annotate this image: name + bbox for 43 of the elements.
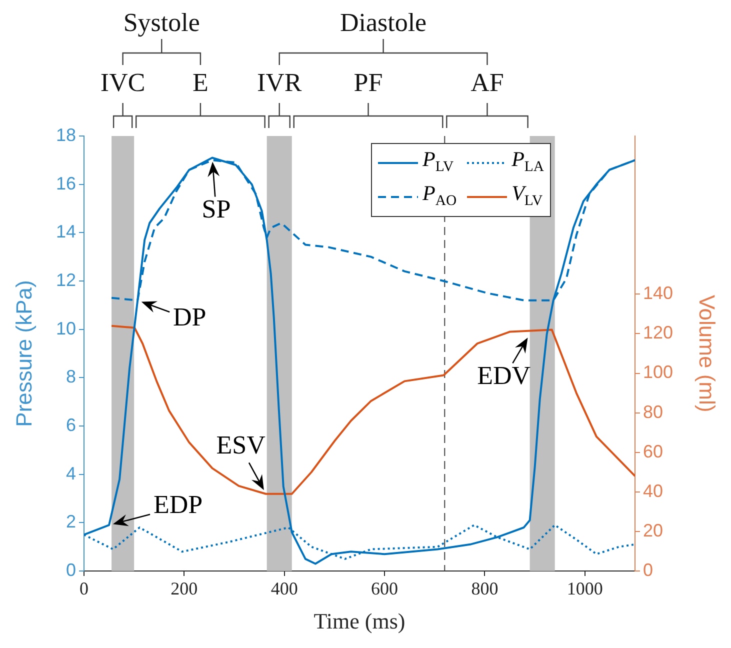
legend-label: P$_{LV}$ [422, 146, 454, 178]
text: Diastole [340, 8, 427, 37]
y2-tick-label: 80 [643, 402, 664, 422]
y-tick-label: 8 [66, 366, 76, 387]
y-tick-label: 10 [56, 318, 76, 338]
x-tick-label: 800 [471, 578, 498, 599]
text: AF [470, 68, 504, 97]
y2-tick-label: 20 [643, 520, 664, 540]
y2-tick-label: 60 [643, 441, 664, 462]
band-label: IVR [256, 68, 302, 97]
text: PF [354, 68, 383, 97]
text: E [192, 68, 208, 97]
text: Systole [123, 8, 200, 37]
annotation: DP [172, 302, 206, 332]
y-axis-title: Pressure (kPa) [11, 280, 36, 427]
annotation: EDV [477, 361, 531, 390]
x-tick-label: 400 [270, 578, 298, 599]
x-tick-label: 0 [80, 578, 88, 599]
legend-label: P$_{LA}$ [512, 146, 544, 178]
y2-tick-label: 100 [643, 362, 674, 382]
x-axis-title: Time (ms) [314, 608, 406, 634]
legend-label: V$_{LV}$ [512, 180, 543, 212]
y2-axis-title: Volume (ml) [694, 294, 720, 412]
x-tick-label: 1000 [566, 578, 603, 599]
y2-tick-label: 40 [643, 480, 664, 501]
y2-tick-label: 0 [643, 560, 654, 580]
annotation: SP [202, 194, 231, 224]
y-tick-label: 6 [66, 414, 76, 435]
legend-label: P$_{AO}$ [422, 180, 457, 212]
annotation: ESV [216, 430, 266, 460]
x-tick-label: 200 [170, 578, 198, 599]
y-tick-label: 2 [66, 512, 76, 532]
y-tick-label: 12 [56, 270, 76, 290]
y2-tick-label: 120 [643, 322, 674, 343]
y-tick-label: 14 [56, 222, 76, 242]
y-tick-label: 18 [56, 124, 76, 145]
y-tick-label: 4 [66, 463, 76, 484]
y2-tick-label: 140 [643, 283, 674, 304]
annotation: EDP [153, 490, 203, 520]
x-tick-label: 600 [371, 578, 398, 599]
band-label: IVC [100, 68, 146, 97]
y-tick-label: 0 [66, 560, 76, 580]
y-tick-label: 16 [56, 173, 76, 194]
